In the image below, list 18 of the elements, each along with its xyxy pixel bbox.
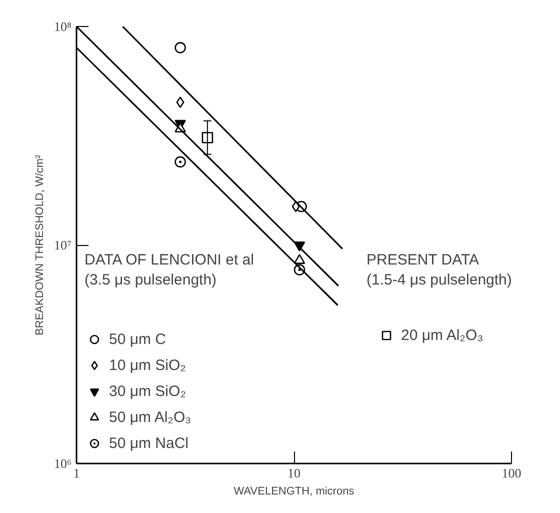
legend-label: 20 μm Al₂O₃ xyxy=(401,326,484,344)
y-tick-label: 10⁶ xyxy=(54,456,72,471)
y-tick-label: 10⁷ xyxy=(54,238,72,252)
legend-label: 10 μm SiO₂ xyxy=(109,356,186,376)
x-axis-title: WAVELENGTH, microns xyxy=(234,486,355,498)
y-axis-title: BREAKDOWN THRESHOLD, W/cm² xyxy=(34,154,46,336)
annotation: (1.5-4 μs pulselength) xyxy=(366,272,512,288)
legend-label: 50 μm C xyxy=(109,330,166,350)
x-tick-label: 100 xyxy=(502,466,522,480)
y-tick-label: 10⁸ xyxy=(54,19,72,34)
legend-label: 30 μm SiO₂ xyxy=(109,382,186,402)
annotation: PRESENT DATA xyxy=(366,252,480,268)
x-tick-label: 1 xyxy=(73,466,80,480)
annotation: DATA OF LENCIONI et al xyxy=(84,252,254,268)
annotation: (3.5 μs pulselength) xyxy=(84,272,217,288)
x-tick-label: 10 xyxy=(288,466,300,480)
legend-label: 50 μm Al₂O₃ xyxy=(109,408,192,428)
legend-label: 50 μm NaCl xyxy=(109,434,188,454)
